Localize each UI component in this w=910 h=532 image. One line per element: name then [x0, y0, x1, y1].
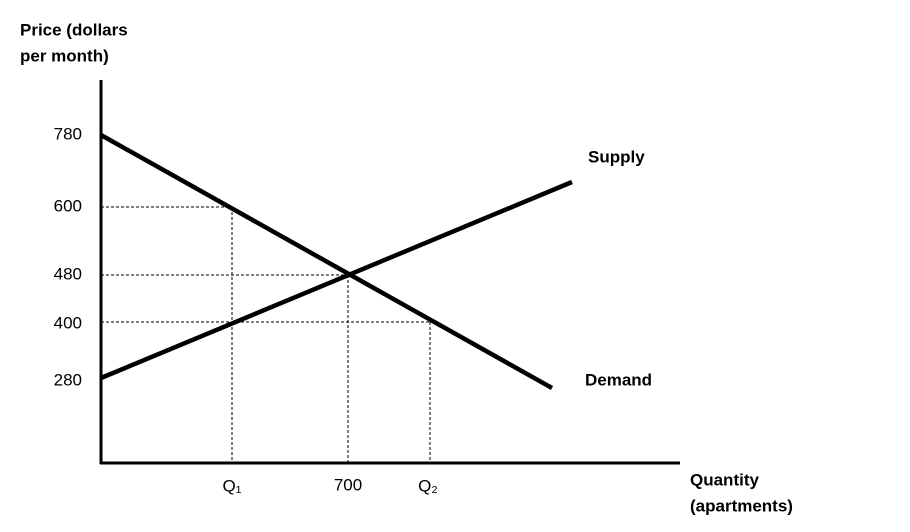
x-axis-title: Quantity [690, 470, 759, 489]
y-tick-label: 280 [54, 370, 82, 389]
y-axis-title: per month) [20, 46, 109, 65]
y-axis-title: Price (dollars [20, 20, 128, 39]
demand-curve [99, 133, 554, 390]
x-tick-label: 700 [334, 475, 362, 494]
y-tick-label: 400 [54, 313, 82, 332]
curve-label: Supply [588, 147, 645, 166]
x-tick-label: Q₁ [223, 476, 242, 495]
y-tick-label: 780 [54, 124, 82, 143]
supply-curve [100, 179, 573, 381]
x-axis-title: (apartments) [690, 496, 793, 515]
y-tick-label: 480 [54, 264, 82, 283]
y-tick-label: 600 [54, 196, 82, 215]
x-tick-label: Q₂ [418, 476, 438, 495]
curve-label: Demand [585, 370, 652, 389]
